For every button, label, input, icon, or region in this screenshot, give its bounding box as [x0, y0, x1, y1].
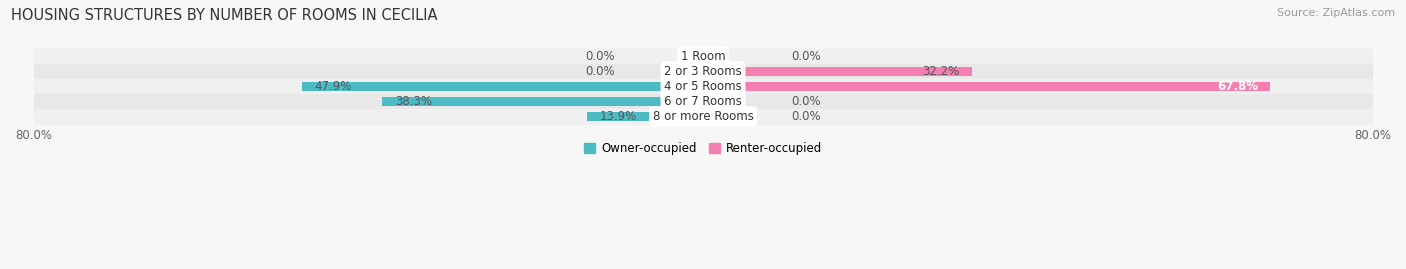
Text: 0.0%: 0.0%	[585, 65, 616, 78]
Bar	[34, 94, 1372, 109]
Text: 4 or 5 Rooms: 4 or 5 Rooms	[664, 80, 742, 93]
Text: 0.0%: 0.0%	[790, 50, 821, 63]
Text: Source: ZipAtlas.com: Source: ZipAtlas.com	[1277, 8, 1395, 18]
Text: 0.0%: 0.0%	[790, 110, 821, 123]
Text: 8 or more Rooms: 8 or more Rooms	[652, 110, 754, 123]
Text: 67.8%: 67.8%	[1216, 80, 1258, 93]
Text: 0.0%: 0.0%	[585, 50, 616, 63]
Bar	[34, 109, 1372, 124]
Text: 2 or 3 Rooms: 2 or 3 Rooms	[664, 65, 742, 78]
Text: 32.2%: 32.2%	[922, 65, 960, 78]
Bar	[302, 82, 703, 91]
Text: 0.0%: 0.0%	[790, 95, 821, 108]
Text: 13.9%: 13.9%	[599, 110, 637, 123]
Bar	[34, 64, 1372, 79]
Bar	[703, 67, 973, 76]
Bar	[34, 79, 1372, 94]
Bar	[34, 49, 1372, 64]
Text: 6 or 7 Rooms: 6 or 7 Rooms	[664, 95, 742, 108]
Text: HOUSING STRUCTURES BY NUMBER OF ROOMS IN CECILIA: HOUSING STRUCTURES BY NUMBER OF ROOMS IN…	[11, 8, 437, 23]
Bar	[586, 112, 703, 121]
Bar	[382, 97, 703, 106]
Text: 47.9%: 47.9%	[315, 80, 352, 93]
Text: 1 Room: 1 Room	[681, 50, 725, 63]
Text: 38.3%: 38.3%	[395, 95, 432, 108]
Legend: Owner-occupied, Renter-occupied: Owner-occupied, Renter-occupied	[579, 137, 827, 160]
Bar	[703, 82, 1271, 91]
